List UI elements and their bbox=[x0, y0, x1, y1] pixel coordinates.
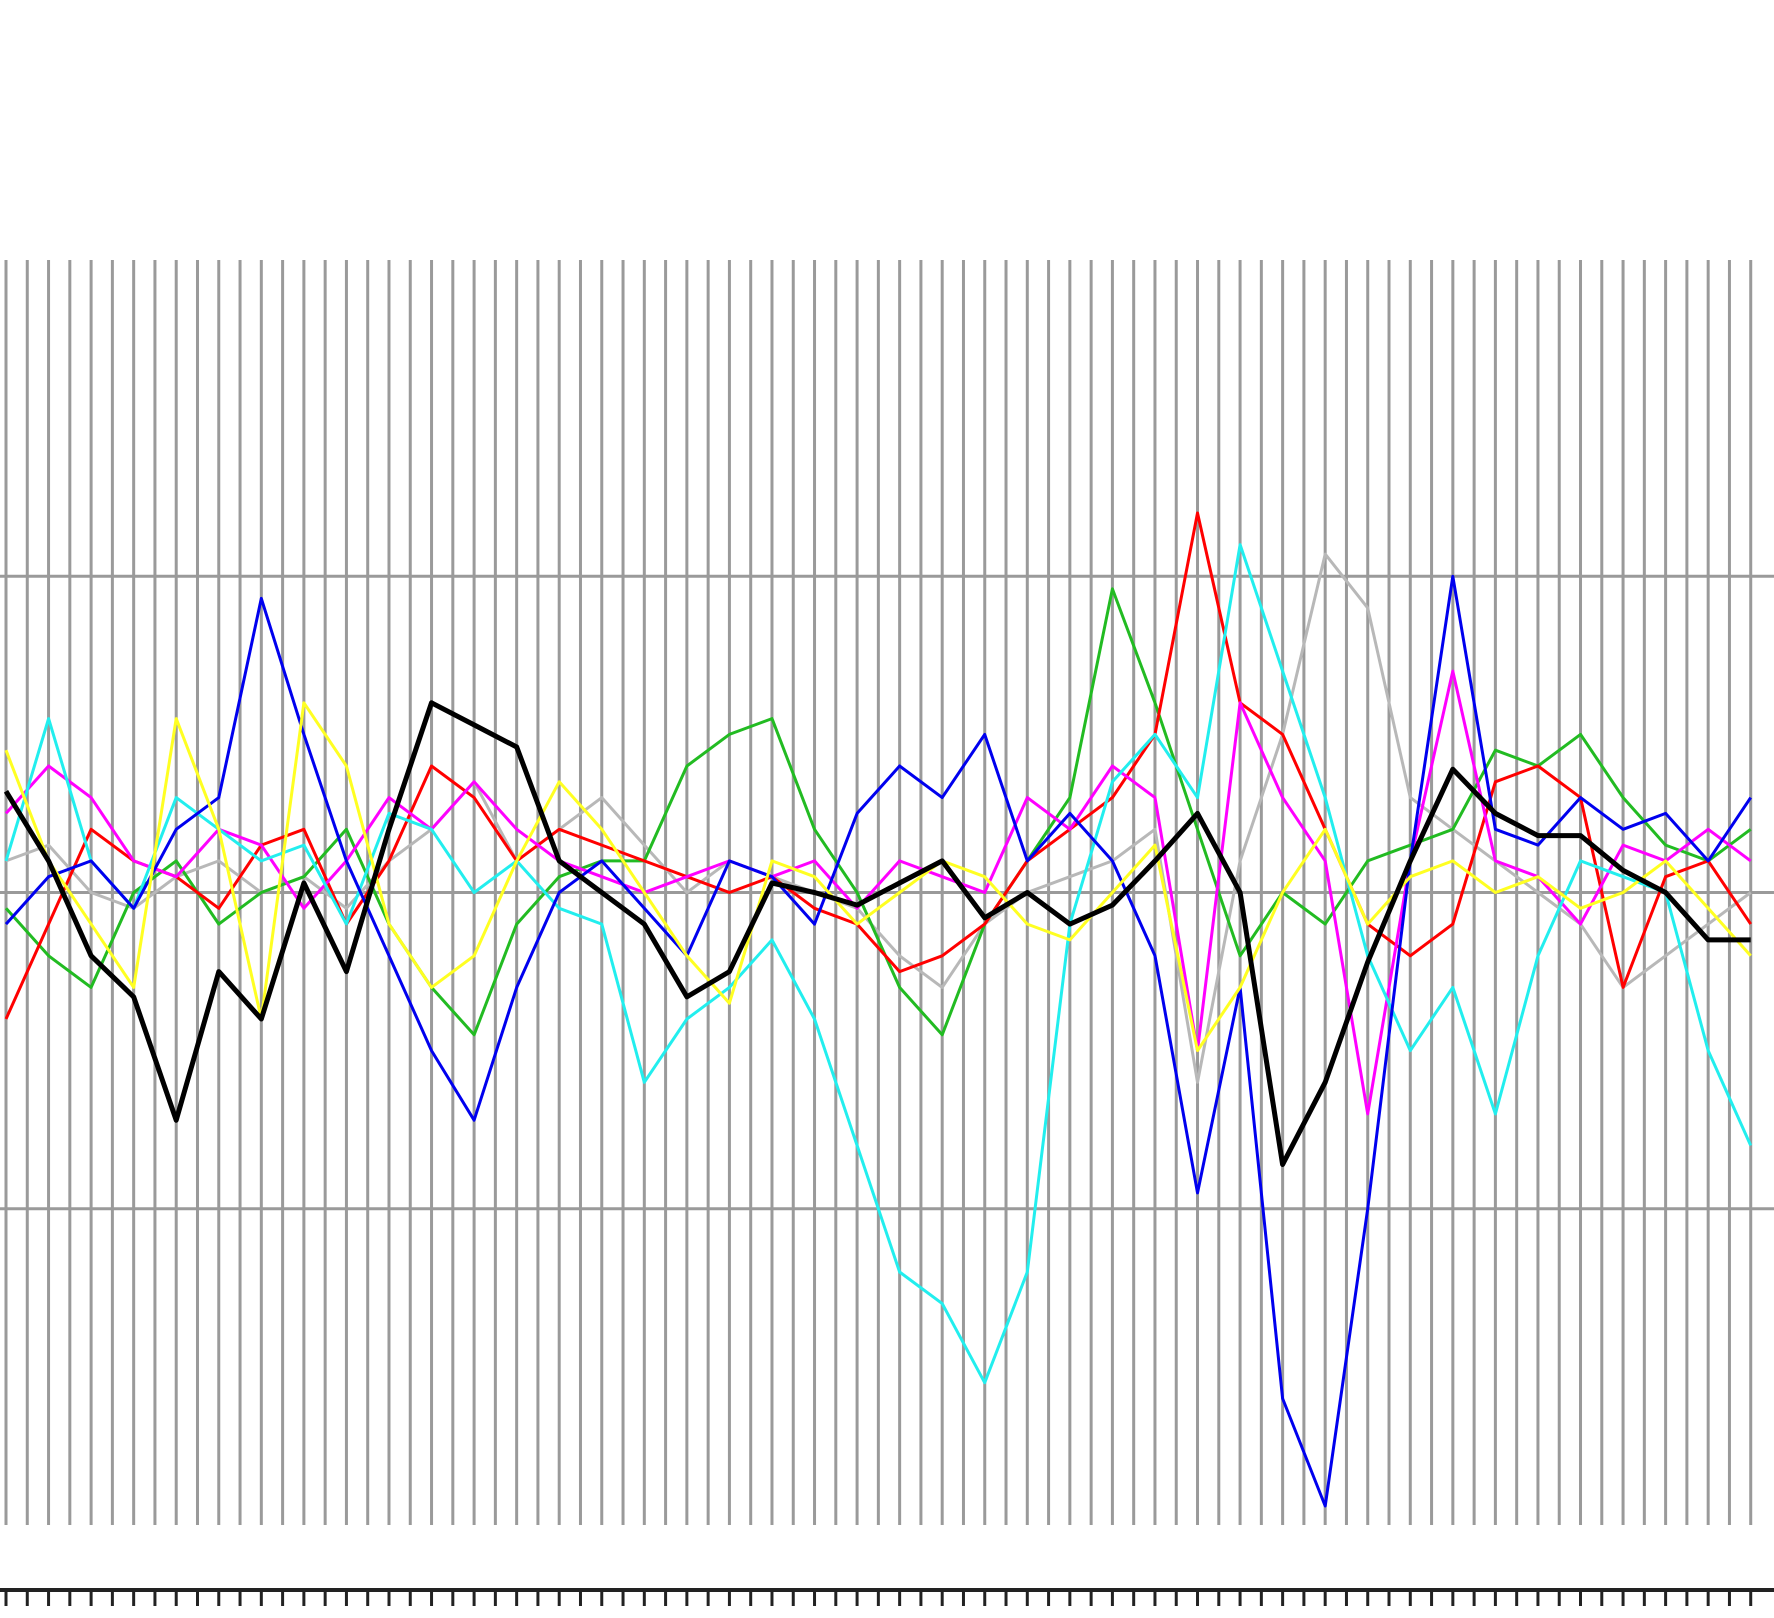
series-line bbox=[4, 511, 1752, 1020]
series-line bbox=[4, 574, 1752, 1508]
series-line bbox=[4, 701, 1752, 1053]
series-line bbox=[4, 543, 1753, 1385]
series-line bbox=[3, 700, 1751, 1167]
series-line bbox=[4, 587, 1752, 1037]
